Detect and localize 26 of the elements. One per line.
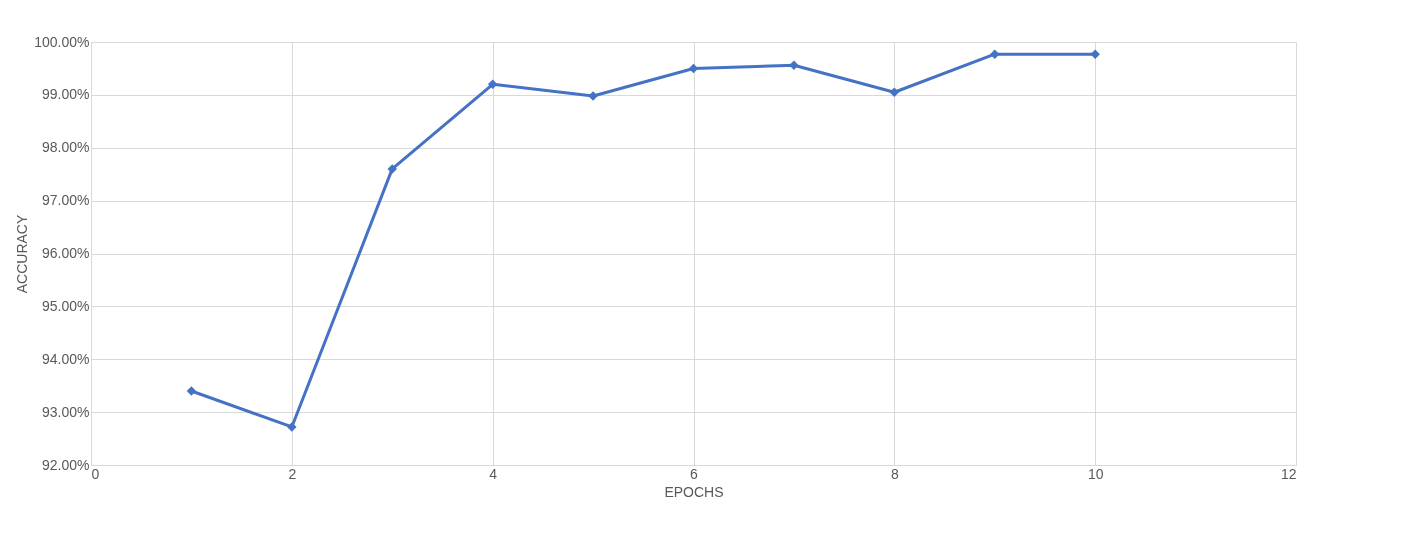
- point: [387, 164, 397, 174]
- y-axis-title: ACCURACY: [14, 214, 31, 294]
- y-tick-label: 99.00%: [42, 86, 90, 103]
- x-tick-label: 6: [690, 465, 699, 482]
- y-tick-label: 98.00%: [42, 139, 90, 156]
- y-tick-label: 100.00%: [34, 33, 90, 50]
- x-tick-label: 4: [489, 465, 498, 482]
- x-tick-label: 2: [288, 465, 297, 482]
- x-axis-title: EPOCHS: [664, 483, 724, 500]
- y-tick-label: 93.00%: [42, 403, 90, 420]
- point: [186, 386, 197, 396]
- x-tick-label: 8: [890, 465, 899, 482]
- point: [990, 49, 1000, 59]
- x-tick-label: 12: [1280, 465, 1297, 482]
- y-tick-label: 94.00%: [42, 350, 90, 367]
- point: [889, 87, 900, 97]
- y-tick-label: 95.00%: [42, 297, 90, 314]
- point: [789, 60, 799, 71]
- y-tick-label: 96.00%: [42, 245, 90, 261]
- point: [1090, 49, 1100, 59]
- point: [487, 79, 498, 90]
- y-tick-label: 97.00%: [42, 192, 90, 209]
- point: [688, 63, 699, 74]
- y-tick-label: 92.00%: [42, 456, 90, 473]
- x-tick-label: 0: [91, 465, 100, 482]
- x-tick-label: 10: [1087, 465, 1104, 482]
